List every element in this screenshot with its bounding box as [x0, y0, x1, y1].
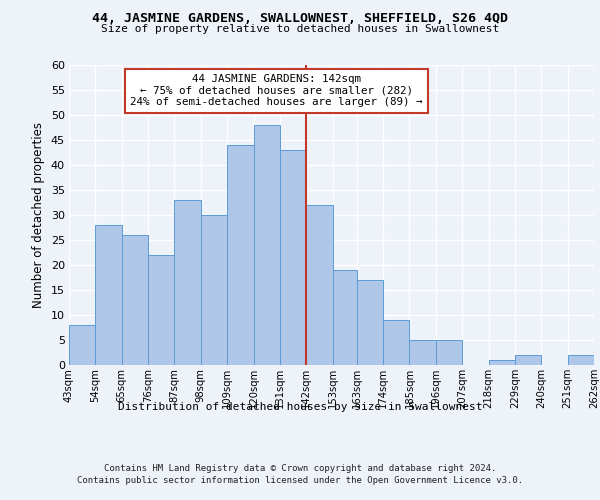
Text: 44 JASMINE GARDENS: 142sqm
← 75% of detached houses are smaller (282)
24% of sem: 44 JASMINE GARDENS: 142sqm ← 75% of deta…	[130, 74, 422, 107]
Bar	[488, 360, 515, 365]
Bar	[356, 280, 383, 365]
Bar	[69, 325, 95, 365]
Text: Size of property relative to detached houses in Swallownest: Size of property relative to detached ho…	[101, 24, 499, 34]
Y-axis label: Number of detached properties: Number of detached properties	[32, 122, 45, 308]
Bar	[409, 340, 436, 365]
Bar	[254, 125, 280, 365]
Text: 44, JASMINE GARDENS, SWALLOWNEST, SHEFFIELD, S26 4QD: 44, JASMINE GARDENS, SWALLOWNEST, SHEFFI…	[92, 12, 508, 26]
Bar	[175, 200, 201, 365]
Bar	[436, 340, 462, 365]
Bar	[307, 205, 332, 365]
Bar	[280, 150, 307, 365]
Text: Contains HM Land Registry data © Crown copyright and database right 2024.: Contains HM Land Registry data © Crown c…	[104, 464, 496, 473]
Bar	[95, 225, 122, 365]
Bar	[332, 270, 356, 365]
Bar	[568, 355, 594, 365]
Text: Contains public sector information licensed under the Open Government Licence v3: Contains public sector information licen…	[77, 476, 523, 485]
Bar	[227, 145, 254, 365]
Bar	[122, 235, 148, 365]
Text: Distribution of detached houses by size in Swallownest: Distribution of detached houses by size …	[118, 402, 482, 412]
Bar	[201, 215, 227, 365]
Bar	[383, 320, 409, 365]
Bar	[148, 255, 175, 365]
Bar	[515, 355, 541, 365]
